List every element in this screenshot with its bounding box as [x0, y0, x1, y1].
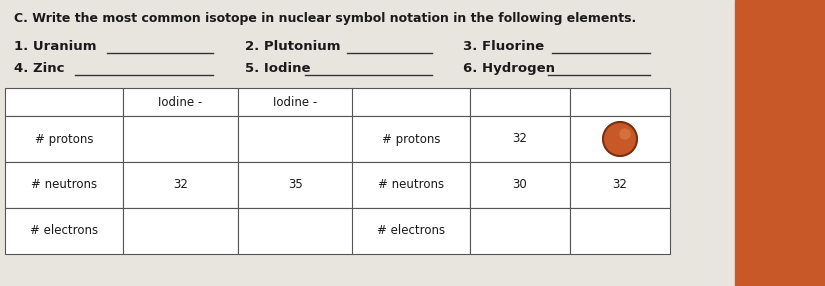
Bar — [5, 162, 123, 208]
Text: 30: 30 — [512, 178, 527, 192]
Circle shape — [620, 129, 630, 139]
Bar — [570, 116, 670, 162]
Circle shape — [603, 122, 637, 156]
Text: Iodine -: Iodine - — [158, 96, 203, 108]
Bar — [123, 88, 238, 116]
Text: 32: 32 — [612, 178, 628, 192]
Text: 3. Fluorine: 3. Fluorine — [463, 40, 544, 53]
Text: # neutrons: # neutrons — [31, 178, 97, 192]
Bar — [570, 162, 670, 208]
Bar — [238, 208, 353, 254]
Bar — [735, 0, 825, 286]
Text: 4. Zinc: 4. Zinc — [14, 62, 64, 75]
Text: 2. Plutonium: 2. Plutonium — [245, 40, 341, 53]
Bar — [570, 88, 670, 116]
Bar — [352, 116, 470, 162]
Text: 5. Iodine: 5. Iodine — [245, 62, 310, 75]
Bar — [238, 116, 353, 162]
Text: # protons: # protons — [35, 132, 93, 146]
Bar — [352, 208, 470, 254]
Text: C. Write the most common isotope in nuclear symbol notation in the following ele: C. Write the most common isotope in nucl… — [14, 12, 636, 25]
Bar — [470, 208, 570, 254]
Bar — [123, 116, 238, 162]
Bar — [5, 116, 123, 162]
Text: 35: 35 — [288, 178, 303, 192]
Bar — [5, 208, 123, 254]
Bar — [123, 208, 238, 254]
Bar — [238, 88, 353, 116]
Text: 1. Uranium: 1. Uranium — [14, 40, 97, 53]
Text: # electrons: # electrons — [377, 225, 445, 237]
Bar — [238, 162, 353, 208]
Bar — [123, 162, 238, 208]
Bar — [5, 88, 123, 116]
Text: # electrons: # electrons — [30, 225, 98, 237]
Text: # protons: # protons — [382, 132, 441, 146]
Text: # neutrons: # neutrons — [378, 178, 444, 192]
Bar — [352, 162, 470, 208]
Text: Iodine -: Iodine - — [273, 96, 318, 108]
Bar — [470, 162, 570, 208]
Bar — [470, 88, 570, 116]
Bar — [570, 208, 670, 254]
Bar — [352, 88, 470, 116]
Text: 32: 32 — [173, 178, 188, 192]
Text: 6. Hydrogen: 6. Hydrogen — [463, 62, 555, 75]
Text: 32: 32 — [512, 132, 527, 146]
Bar — [470, 116, 570, 162]
